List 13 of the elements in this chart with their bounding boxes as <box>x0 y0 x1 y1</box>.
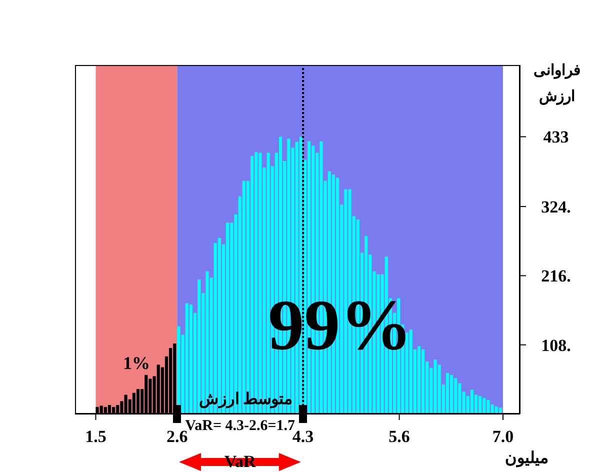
y-tick-label: 108. <box>541 336 571 355</box>
y-tick-label: 216. <box>541 266 571 286</box>
x-tick-label: 2.6 <box>166 427 188 446</box>
x-tick-label: 7.0 <box>492 427 514 446</box>
y-axis-title: فراوانی ارزش <box>532 62 582 107</box>
y-tick-label: 324. <box>541 198 571 217</box>
band-label: 99% <box>268 285 412 365</box>
x-axis-title: میلیون <box>505 449 549 468</box>
x-tick-label: 5.6 <box>388 427 410 446</box>
band-label: 1% <box>122 353 150 373</box>
y-tick-label: 433 <box>543 128 569 147</box>
ref-line-label: متوسط ارزش <box>199 391 294 409</box>
x-tick-label: 1.5 <box>85 427 106 446</box>
